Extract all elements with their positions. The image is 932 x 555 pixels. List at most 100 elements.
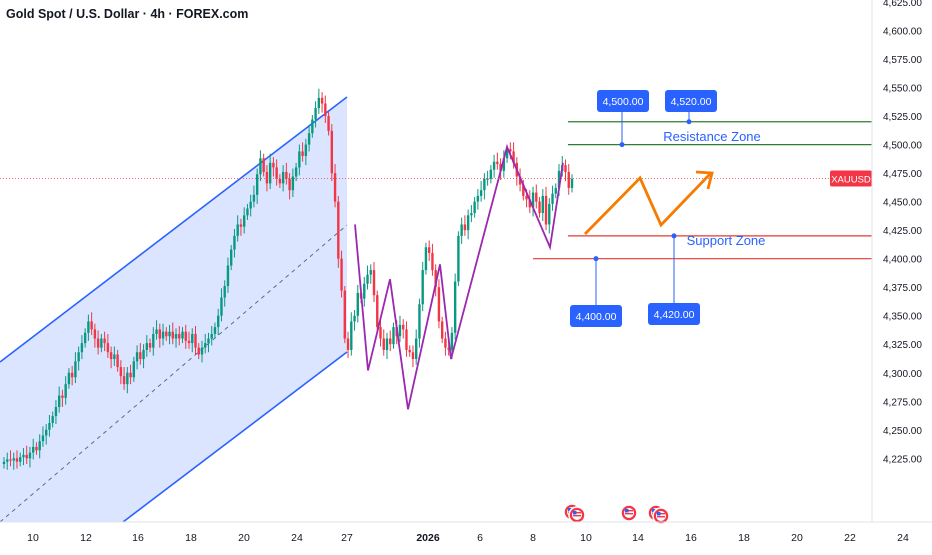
candle-body (483, 178, 486, 191)
candle-body (492, 161, 496, 170)
candle-body (223, 286, 226, 298)
event-icon-stripe (573, 512, 581, 514)
candle-body (538, 201, 541, 214)
candle-body (32, 446, 35, 453)
price-tick-label: 4,350.00 (883, 312, 922, 323)
candle-body (518, 176, 522, 185)
candle-body (437, 287, 441, 322)
callout-4520-box[interactable] (665, 90, 717, 112)
candle-body (239, 224, 243, 227)
channel-lower-line[interactable] (122, 351, 348, 523)
us-flag-event-icon[interactable] (568, 506, 586, 524)
price-tick-label: 4,575.00 (883, 55, 922, 66)
candle-body (152, 333, 155, 348)
candle-body (191, 333, 194, 344)
candle-body (564, 165, 567, 172)
candle-body (265, 171, 269, 184)
candle-body (119, 367, 123, 377)
candle-body (70, 372, 74, 378)
candlestick-series (2, 88, 574, 470)
projection-arrow[interactable] (584, 170, 714, 235)
us-flag-event-icon[interactable] (620, 504, 638, 522)
candle-body (249, 201, 252, 209)
candle-body (9, 459, 12, 461)
symbol-tag-label: XAUUSD (831, 174, 871, 185)
callout-4520-anchor (686, 119, 692, 125)
candle-body (405, 329, 408, 350)
w-pattern-line[interactable] (354, 144, 564, 410)
candle-body (418, 304, 421, 339)
candle-body (298, 151, 301, 168)
candle-body (48, 422, 51, 430)
candle-body (285, 171, 288, 179)
us-flag-event-icon[interactable] (652, 507, 670, 525)
time-tick-label: 14 (632, 532, 644, 544)
candle-body (187, 340, 191, 344)
candle-body (132, 361, 136, 378)
pattern-drawing[interactable] (354, 144, 564, 410)
candle-body (194, 333, 197, 348)
price-axis[interactable]: 4,625.00 4,600.00 4,575.00 4,550.00 4,525.00… (871, 0, 932, 522)
time-axis[interactable]: 10 12 16 18 20 24 27 2026 6 8 10 14 16 18 20 22 24 (0, 521, 932, 544)
candle-body (340, 258, 343, 291)
callout-4420-box[interactable] (648, 303, 700, 325)
price-callouts[interactable]: 4,500.00 4,520.00 4,400.00 4,420.00 (570, 90, 717, 327)
candle-body (554, 187, 557, 194)
candle-body (415, 338, 418, 360)
candle-body (230, 249, 233, 266)
candle-body (346, 338, 350, 350)
callout-4500-box[interactable] (597, 90, 649, 112)
candle-body (145, 343, 149, 350)
time-tick-label: 24 (897, 532, 909, 544)
candle-body (496, 161, 499, 164)
callout-4400-box[interactable] (570, 305, 622, 327)
candle-body (35, 446, 38, 451)
ascending-channel[interactable] (0, 96, 348, 523)
candle-body (83, 332, 87, 344)
channel-upper-line[interactable] (0, 96, 348, 363)
price-tick-label: 4,375.00 (883, 283, 922, 294)
horizontal-levels[interactable]: 4,520.004,500.004,420.004,400.00Resistan… (0, 113, 930, 267)
candle-body (100, 338, 103, 348)
candle-body (450, 332, 454, 350)
candle-body (499, 163, 502, 171)
candle-body (421, 270, 424, 305)
event-icon-canton (652, 509, 656, 513)
candle-body (363, 283, 366, 299)
candle-body (181, 331, 184, 339)
candle-body (61, 395, 64, 398)
price-tick-label: 4,325.00 (883, 340, 922, 351)
candle-body (444, 338, 447, 348)
candle-body (324, 103, 327, 117)
event-icon-canton (568, 508, 572, 512)
candle-body (486, 178, 489, 180)
candle-body (379, 327, 382, 339)
candle-body (148, 343, 152, 348)
event-markers[interactable] (563, 503, 670, 525)
time-tick-label: 18 (185, 532, 197, 544)
candle-body (184, 331, 187, 341)
candle-body (275, 167, 278, 179)
candle-body (220, 297, 223, 316)
candle-body (411, 352, 415, 360)
time-tick-label: 8 (530, 532, 536, 544)
candle-body (22, 454, 25, 458)
candle-body (113, 354, 116, 360)
candle-body (116, 354, 119, 368)
candle-body (171, 331, 174, 339)
time-tick-label: 20 (238, 532, 250, 544)
candle-body (567, 171, 570, 188)
candle-body (431, 252, 434, 271)
price-tick-label: 4,275.00 (883, 397, 922, 408)
candle-body (217, 315, 220, 328)
candle-body (512, 151, 515, 163)
projection-path[interactable] (584, 173, 712, 235)
candle-body (544, 195, 548, 225)
resistance-zone-label: Resistance Zone (663, 129, 761, 144)
candle-body (301, 151, 304, 157)
candle-body (109, 352, 113, 360)
callout-4400-label: 4,400.00 (576, 311, 617, 323)
candle-body (333, 173, 337, 202)
